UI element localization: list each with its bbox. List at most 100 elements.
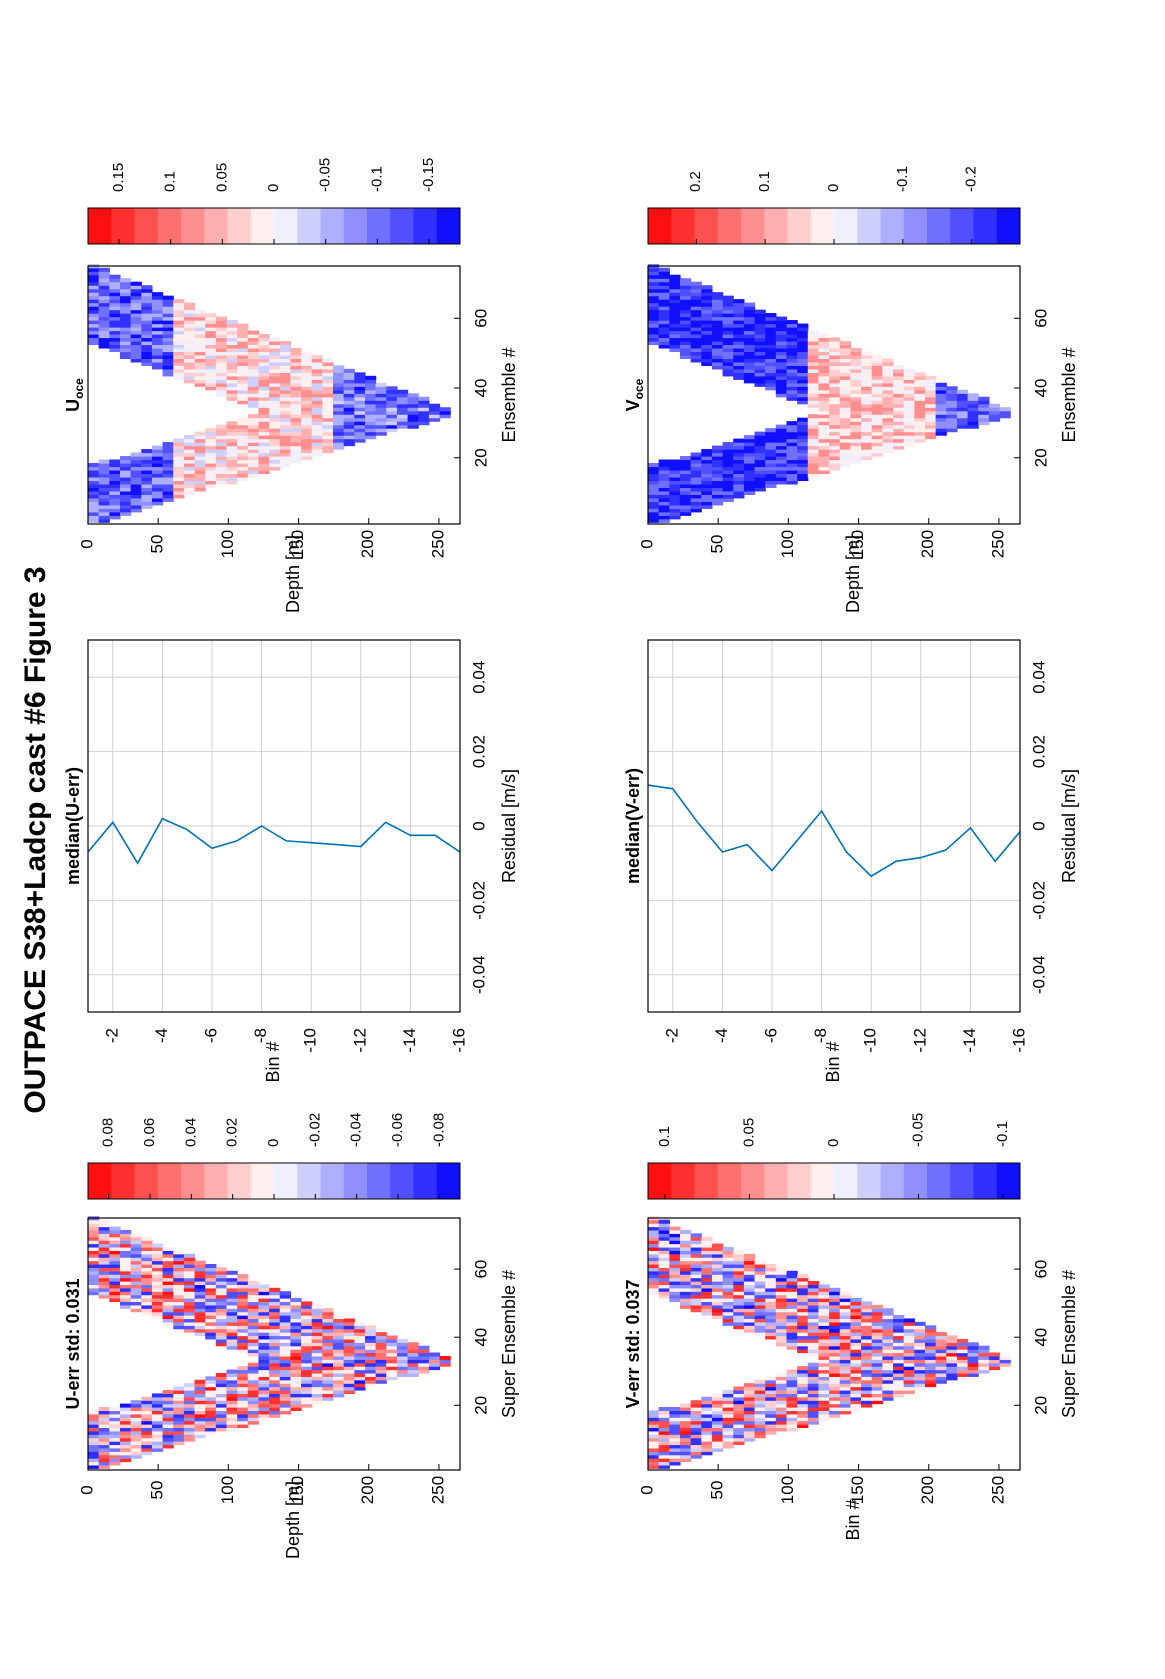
heatmap-cell (183, 1284, 196, 1289)
heatmap-cell (226, 1338, 238, 1343)
heatmap-cell (892, 1389, 905, 1394)
heatmap-cell (332, 1369, 345, 1374)
heatmap-cell (194, 1396, 206, 1401)
heatmap-cell (279, 375, 291, 380)
heatmap-cell (162, 1315, 174, 1320)
heatmap-cell (839, 1291, 851, 1296)
heatmap-cell (935, 421, 947, 426)
heatmap-cell (194, 1274, 206, 1279)
heatmap-cell (786, 327, 798, 332)
heatmap-cell (258, 1294, 270, 1299)
heatmap-cell (151, 1287, 164, 1292)
heatmap-cell (364, 375, 377, 380)
heatmap-cell (194, 379, 206, 384)
heatmap-cell (701, 306, 713, 311)
heatmap-cell (375, 417, 387, 422)
heatmap-cell (754, 1424, 766, 1429)
heatmap-cell (765, 1308, 777, 1313)
heatmap-cell (829, 1355, 841, 1360)
heatmap-cell (194, 1263, 206, 1268)
heatmap-cell (119, 1454, 132, 1459)
heatmap-cell (205, 480, 217, 485)
heatmap-cell (194, 435, 206, 440)
heatmap-cell (205, 1281, 217, 1286)
heatmap-cell (237, 1287, 249, 1292)
heatmap-cell (396, 1352, 409, 1357)
heatmap-cell (903, 1318, 915, 1323)
heatmap-cell (658, 1437, 670, 1442)
heatmap-cell (775, 344, 788, 349)
heatmap-cell (130, 466, 142, 471)
heatmap-cell (850, 428, 862, 433)
heatmap-cell (765, 1298, 777, 1303)
heatmap-cell (130, 1263, 142, 1268)
heatmap-cell (375, 1359, 387, 1364)
heatmap-cell (343, 1328, 355, 1333)
heatmap-cell (914, 382, 926, 387)
heatmap-cell (648, 1253, 660, 1258)
heatmap-cell (765, 1328, 777, 1333)
heatmap-cell (311, 452, 323, 457)
heatmap-cell (807, 1328, 820, 1333)
heatmap-cell (162, 351, 174, 356)
heatmap-cell (733, 452, 745, 457)
heatmap-cell (914, 1359, 926, 1364)
heatmap-cell (669, 1461, 681, 1466)
heatmap-cell (119, 278, 132, 283)
heatmap-cell (743, 313, 756, 318)
heatmap-cell (701, 1287, 713, 1292)
heatmap-cell (765, 476, 777, 482)
heatmap-cell (258, 333, 270, 339)
heatmap-cell (711, 351, 724, 356)
heatmap-cell (332, 375, 345, 380)
heatmap-cell (658, 494, 670, 499)
heatmap-cell (279, 1352, 291, 1357)
heatmap-cell (151, 295, 164, 300)
heatmap-cell (183, 306, 196, 311)
heatmap-cell (882, 1308, 894, 1313)
heatmap-cell (786, 1386, 798, 1391)
heatmap-cell (839, 1345, 851, 1350)
heatmap-cell (924, 417, 937, 422)
heatmap-cell (658, 1454, 670, 1459)
heatmap-cell (839, 1298, 851, 1303)
heatmap-cell (119, 302, 132, 307)
heatmap-cell (183, 1257, 196, 1262)
heatmap-cell (279, 1383, 291, 1388)
heatmap-cell (669, 285, 681, 290)
heatmap-cell (690, 1294, 702, 1299)
heatmap-cell (818, 431, 830, 436)
heatmap-cell (701, 1304, 713, 1309)
heatmap-cell (290, 1321, 302, 1326)
heatmap-cell (797, 1294, 809, 1299)
heatmap-cell (658, 476, 670, 482)
colorbar-swatch (764, 208, 788, 244)
heatmap-cell (151, 490, 164, 495)
heatmap-cell (786, 1277, 798, 1282)
panel-title-text: V-err std: 0.037 (623, 1279, 643, 1408)
heatmap-cell (861, 365, 873, 370)
heatmap-cell (258, 445, 270, 450)
heatmap-cell (754, 1301, 766, 1306)
heatmap-cell (215, 1308, 228, 1313)
heatmap-cell (924, 382, 937, 387)
heatmap-cell (162, 469, 174, 475)
heatmap-cell (829, 1321, 841, 1326)
heatmap-cell (829, 365, 841, 370)
heatmap-cell (711, 358, 724, 363)
heatmap-cell (311, 1369, 323, 1374)
heatmap-cell (119, 1281, 132, 1286)
heatmap-cell (679, 1277, 692, 1282)
heatmap-cell (956, 417, 969, 422)
heatmap-cell (151, 497, 164, 502)
heatmap-cell (247, 1407, 260, 1412)
heatmap-cell (301, 389, 313, 394)
heatmap-cell (130, 1441, 142, 1446)
heatmap-cell (935, 1376, 947, 1381)
heatmap-cell (109, 1427, 121, 1432)
heatmap-cell (98, 1253, 110, 1258)
heatmap-cell (322, 1386, 334, 1391)
heatmap-cell (194, 1413, 206, 1418)
heatmap-cell (679, 1298, 692, 1303)
heatmap-cell (765, 1291, 777, 1296)
